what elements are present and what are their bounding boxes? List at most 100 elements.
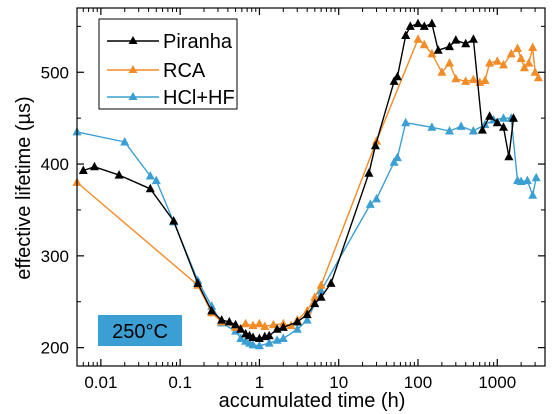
data-point-piranha: [217, 315, 227, 324]
data-point-hcl-hf: [427, 122, 437, 131]
data-point-hcl-hf: [145, 171, 155, 180]
legend-marker-rca: [128, 65, 138, 73]
data-point-rca: [492, 56, 502, 65]
data-point-piranha: [316, 292, 326, 301]
data-point-hcl-hf: [248, 339, 258, 349]
data-point-piranha: [207, 305, 217, 315]
data-point-rca: [445, 58, 454, 67]
x-tick-label: 0.01: [84, 373, 117, 392]
data-point-piranha: [433, 45, 443, 54]
data-point-rca: [530, 67, 540, 76]
data-point-piranha: [477, 125, 487, 134]
plot-frame: [76, 7, 546, 367]
legend-box: [98, 18, 238, 110]
data-point-rca: [254, 318, 264, 328]
data-point-rca: [413, 34, 423, 43]
data-point-hcl-hf: [236, 333, 246, 342]
data-point-hcl-hf: [516, 176, 526, 185]
data-point-piranha: [78, 165, 88, 174]
data-point-piranha: [114, 170, 124, 179]
data-point-piranha: [302, 309, 312, 319]
legend-marker-piranha: [128, 36, 138, 44]
legend-item-piranha: Piranha: [107, 31, 233, 53]
data-point-piranha: [413, 18, 423, 28]
legend-marker-hcl-hf: [128, 92, 138, 100]
data-point-piranha: [236, 324, 246, 333]
data-point-piranha: [90, 161, 99, 171]
data-point-hcl-hf: [392, 152, 402, 162]
data-point-rca: [528, 42, 538, 51]
annotation-box: [98, 315, 182, 346]
data-point-piranha: [278, 322, 288, 331]
y-tick-label: 500: [41, 63, 69, 82]
data-point-rca: [533, 72, 543, 82]
data-point-piranha: [326, 278, 336, 287]
data-point-piranha: [509, 113, 518, 122]
x-tick-label: 0.1: [168, 373, 192, 392]
data-point-piranha: [461, 38, 471, 48]
data-point-piranha: [193, 278, 203, 287]
x-tick-label: 100: [404, 373, 432, 392]
x-tick-label: 10: [329, 373, 348, 392]
data-point-rca: [316, 280, 326, 289]
data-point-piranha: [389, 76, 399, 85]
data-point-hcl-hf: [389, 157, 399, 166]
y-axis-label: effective lifetime (µs): [13, 96, 35, 279]
y-tick-label: 400: [41, 155, 69, 174]
data-point-piranha: [264, 330, 274, 340]
data-point-piranha: [499, 122, 508, 131]
data-point-hcl-hf: [302, 315, 312, 324]
data-point-rca: [499, 59, 508, 69]
legend-label-rca: RCA: [163, 60, 206, 82]
x-axis-label: accumulated time (h): [219, 390, 406, 412]
data-point-hcl-hf: [292, 324, 302, 333]
data-point-rca: [513, 43, 522, 52]
data-point-rca: [241, 318, 251, 328]
data-point-rca: [506, 48, 516, 58]
data-point-piranha: [224, 316, 234, 326]
data-point-piranha: [401, 30, 411, 39]
annotation-label: 250°C: [112, 321, 168, 343]
data-point-piranha: [405, 21, 415, 30]
data-point-piranha: [145, 183, 155, 193]
data-point-piranha: [485, 111, 495, 120]
data-point-rca: [310, 292, 320, 301]
y-tick-label: 200: [41, 339, 69, 358]
data-point-piranha: [292, 316, 302, 326]
data-point-hcl-hf: [522, 175, 532, 185]
data-point-hcl-hf: [499, 113, 508, 122]
temperature-annotation: 250°C: [98, 315, 182, 346]
y-tick-label: 300: [41, 247, 69, 266]
data-point-hcl-hf: [254, 340, 264, 350]
legend-item-hcl-hf: HCl+HF: [107, 87, 235, 109]
data-point-piranha: [451, 35, 461, 44]
data-point-rca: [519, 62, 529, 72]
legend-label-hcl-hf: HCl+HF: [163, 87, 235, 109]
data-point-rca: [480, 75, 490, 84]
data-point-hcl-hf: [401, 117, 411, 127]
data-point-rca: [437, 67, 447, 76]
data-point-rca: [485, 58, 495, 67]
data-point-hcl-hf: [531, 172, 541, 182]
data-point-hcl-hf: [151, 175, 161, 185]
data-point-rca: [260, 321, 270, 330]
data-point-rca: [524, 58, 534, 67]
data-point-piranha: [419, 21, 429, 30]
data-point-hcl-hf: [528, 190, 538, 199]
data-point-hcl-hf: [365, 199, 375, 208]
data-point-piranha: [392, 71, 402, 81]
data-point-piranha: [169, 216, 179, 225]
data-point-hcl-hf: [264, 338, 274, 347]
data-point-rca: [451, 73, 461, 83]
series-layer: [72, 18, 543, 350]
legend-label-piranha: Piranha: [163, 31, 233, 53]
data-point-piranha: [370, 140, 380, 150]
data-point-piranha: [468, 34, 478, 43]
data-point-hcl-hf: [372, 193, 381, 203]
data-point-piranha: [427, 18, 437, 28]
x-tick-label: 1000: [478, 373, 516, 392]
data-point-rca: [461, 76, 471, 85]
data-point-hcl-hf: [468, 126, 478, 135]
data-point-piranha: [364, 168, 374, 177]
